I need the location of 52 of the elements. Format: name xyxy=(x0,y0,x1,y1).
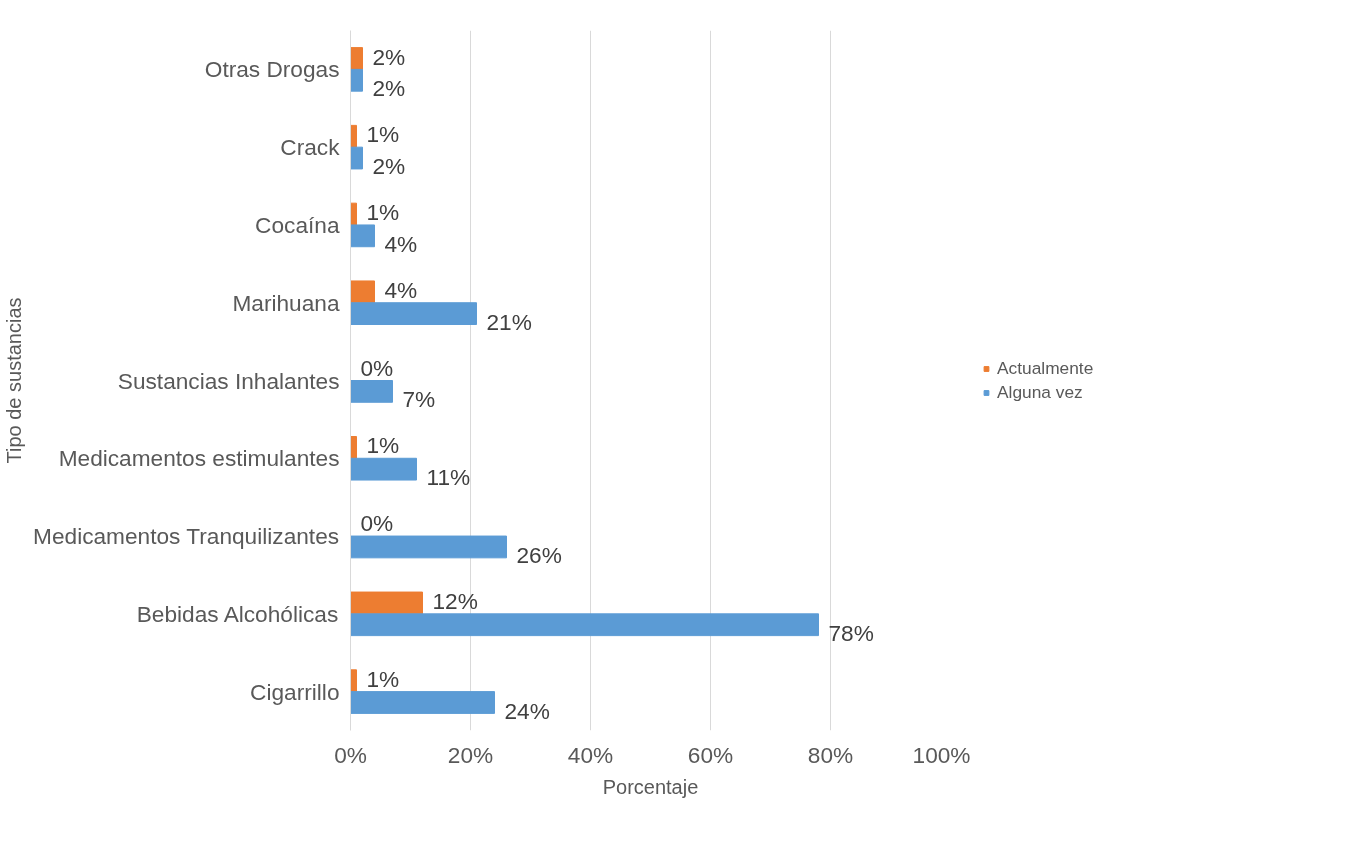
x-tick-label: 20% xyxy=(447,741,494,768)
y-tick-label: Sustancias Inhalantes xyxy=(117,367,340,394)
bar xyxy=(350,47,363,70)
bar xyxy=(350,691,495,714)
y-tick-label: Medicamentos estimulantes xyxy=(58,445,340,472)
x-tick-label: 40% xyxy=(567,741,614,768)
bar xyxy=(350,436,357,459)
data-label: 2% xyxy=(372,43,406,70)
data-label: 2% xyxy=(372,75,406,102)
y-tick-label: Medicamentos Tranquilizantes xyxy=(33,523,340,550)
legend-label: Actualmente xyxy=(997,357,1094,379)
data-label: 24% xyxy=(504,697,550,724)
data-label: 1% xyxy=(366,199,400,226)
bar xyxy=(350,146,363,170)
data-label: 1% xyxy=(366,432,400,459)
data-label: 1% xyxy=(366,121,400,148)
y-tick-label: Cocaína xyxy=(255,211,340,238)
bar xyxy=(350,591,423,615)
bar xyxy=(350,224,375,248)
bar xyxy=(350,457,417,481)
x-tick-label: 100% xyxy=(912,741,971,768)
data-label: 4% xyxy=(384,230,418,257)
bar xyxy=(350,124,357,148)
bar xyxy=(350,380,393,403)
y-tick-label: Marihuana xyxy=(232,289,340,316)
x-tick-label: 80% xyxy=(807,741,854,768)
data-label: 26% xyxy=(516,541,562,568)
bar xyxy=(350,280,375,304)
bar xyxy=(350,669,357,693)
data-label: 4% xyxy=(384,276,418,303)
x-tick-label: 0% xyxy=(334,741,367,768)
bar xyxy=(350,535,507,559)
data-label: 1% xyxy=(366,665,400,692)
data-label: 21% xyxy=(486,308,532,335)
data-label: 11% xyxy=(426,464,471,491)
y-tick-label: Crack xyxy=(280,134,341,161)
data-label: 2% xyxy=(372,153,406,180)
x-tick-label: 60% xyxy=(687,741,734,768)
x-axis-title: Porcentaje xyxy=(602,775,699,798)
legend-label: Alguna vez xyxy=(997,381,1083,403)
data-label: 7% xyxy=(402,386,436,413)
data-label: 0% xyxy=(360,354,394,381)
y-axis-title: Tipo de sustancias xyxy=(3,297,26,464)
data-label: 0% xyxy=(360,510,394,537)
y-tick-label: Bebidas Alcohólicas xyxy=(136,600,339,627)
y-tick-label: Cigarrillo xyxy=(250,678,340,705)
y-tick-label: Otras Drogas xyxy=(204,56,340,83)
data-label: 78% xyxy=(828,619,874,646)
bar xyxy=(350,302,477,325)
bar xyxy=(350,613,819,637)
data-label: 12% xyxy=(432,587,478,614)
bar xyxy=(350,68,363,92)
